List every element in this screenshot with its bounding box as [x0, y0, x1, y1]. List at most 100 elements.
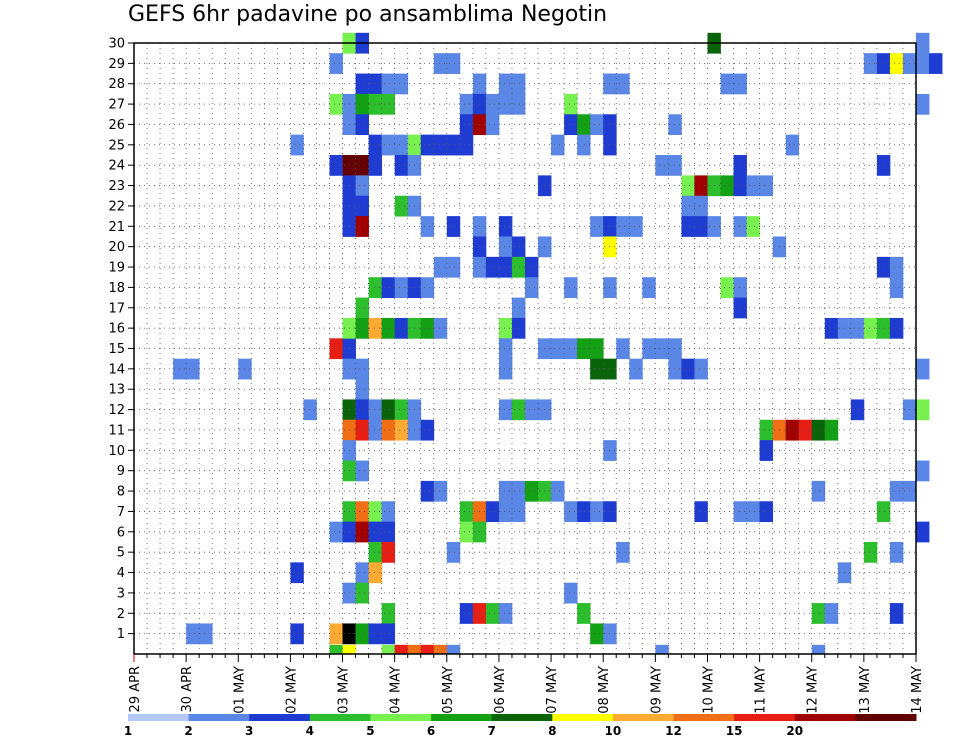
heatmap-cell	[446, 541, 461, 563]
heatmap-cell	[759, 175, 774, 197]
x-tick-label: 06 MAY	[493, 666, 508, 714]
x-tick-label: 12 MAY	[806, 666, 821, 714]
chart-title: GEFS 6hr padavine po ansamblima Negotin	[128, 2, 608, 27]
heatmap-cell	[498, 399, 513, 421]
heatmap-cell	[720, 73, 734, 95]
heatmap-cell	[186, 623, 200, 645]
heatmap-cell	[498, 93, 513, 115]
x-tick-label: 01 MAY	[232, 666, 247, 714]
heatmap-cell	[511, 399, 526, 421]
colorbar-label: 8	[548, 724, 556, 738]
heatmap-cell	[564, 501, 578, 523]
heatmap-cell	[616, 73, 630, 95]
colorbar-label: 3	[245, 724, 253, 738]
heatmap-cell	[329, 623, 343, 645]
heatmap-cell	[668, 338, 682, 360]
colorbar-label: 4	[306, 724, 314, 738]
colorbar-label: 12	[665, 724, 682, 738]
heatmap-cell	[394, 195, 409, 217]
heatmap-cell	[564, 582, 578, 604]
heatmap-cell	[850, 399, 865, 421]
x-tick-label: 14 MAY	[910, 666, 925, 714]
x-tick-label: 04 MAY	[389, 666, 404, 714]
y-tick-label: 26	[108, 118, 125, 133]
heatmap-cell	[355, 195, 369, 217]
heatmap-cell	[355, 358, 369, 380]
colorbar-label: 2	[184, 724, 192, 738]
heatmap-cell	[811, 644, 826, 655]
y-tick-label: 1	[117, 627, 125, 642]
heatmap-cell	[681, 216, 695, 237]
heatmap-cell	[590, 114, 604, 136]
heatmap-cell	[785, 419, 800, 441]
heatmap-cell	[564, 93, 578, 115]
heatmap-cell	[863, 541, 878, 563]
heatmap-cell	[551, 480, 565, 502]
heatmap-cell	[889, 256, 904, 278]
heatmap-cell	[381, 419, 396, 441]
heatmap-cell	[511, 480, 526, 502]
heatmap-cell	[564, 114, 578, 136]
y-tick-label: 18	[108, 281, 125, 296]
heatmap-cell	[655, 155, 669, 176]
heatmap-cell	[368, 93, 383, 115]
heatmap-cell	[459, 93, 474, 115]
heatmap-cell	[551, 134, 565, 156]
colorbar-swatch	[249, 714, 311, 721]
heatmap-cell	[368, 73, 383, 95]
heatmap-cell	[394, 399, 409, 421]
heatmap-cell	[590, 358, 604, 380]
x-tick-label: 09 MAY	[649, 666, 664, 714]
heatmap-cell	[694, 216, 708, 237]
heatmap-cell	[655, 644, 669, 655]
heatmap-cell	[798, 419, 813, 441]
heatmap-cell	[889, 480, 904, 502]
heatmap-cell	[577, 603, 591, 624]
heatmap-cell	[368, 419, 383, 441]
heatmap-cell	[733, 277, 747, 298]
heatmap-cell	[433, 317, 448, 339]
heatmap-cell	[759, 440, 774, 461]
colorbar-swatch	[794, 714, 856, 721]
heatmap-cell	[746, 216, 760, 237]
heatmap-cell	[498, 317, 513, 339]
heatmap-cell	[785, 134, 800, 156]
heatmap-cell	[381, 93, 396, 115]
heatmap-cell	[433, 134, 448, 156]
heatmap-cell	[446, 216, 461, 237]
heatmap-cell	[668, 114, 682, 136]
heatmap-cell	[577, 134, 591, 156]
y-tick-label: 17	[108, 301, 125, 316]
y-tick-label: 10	[108, 444, 125, 459]
heatmap-cell	[876, 317, 891, 339]
heatmap-cell	[355, 93, 369, 115]
x-tick-label: 29 APR	[128, 666, 143, 712]
heatmap-cell	[681, 175, 695, 197]
y-tick-label: 23	[108, 179, 125, 194]
heatmap-cell	[485, 256, 500, 278]
heatmap-cell	[355, 175, 369, 197]
colorbar-swatch	[188, 714, 250, 721]
x-tick-label: 11 MAY	[754, 666, 769, 714]
heatmap-cell	[355, 216, 369, 237]
heatmap-cell	[485, 501, 500, 523]
heatmap-cell	[368, 399, 383, 421]
heatmap-cell	[629, 358, 643, 380]
heatmap-cell	[733, 175, 747, 197]
heatmap-cell	[459, 603, 474, 624]
heatmap-cell	[381, 603, 396, 624]
heatmap-cell	[929, 53, 943, 74]
heatmap-cell	[733, 155, 747, 176]
heatmap-cell	[446, 644, 461, 655]
heatmap-cell	[916, 53, 930, 74]
heatmap-cell	[368, 521, 383, 543]
heatmap-cell	[616, 216, 630, 237]
heatmap-cell	[577, 114, 591, 136]
heatmap-cell	[446, 134, 461, 156]
heatmap-cell	[381, 623, 396, 645]
heatmap-cell	[381, 541, 396, 563]
heatmap-cell	[525, 480, 539, 502]
heatmap-cell	[420, 644, 435, 655]
heatmap-cell	[759, 419, 774, 441]
